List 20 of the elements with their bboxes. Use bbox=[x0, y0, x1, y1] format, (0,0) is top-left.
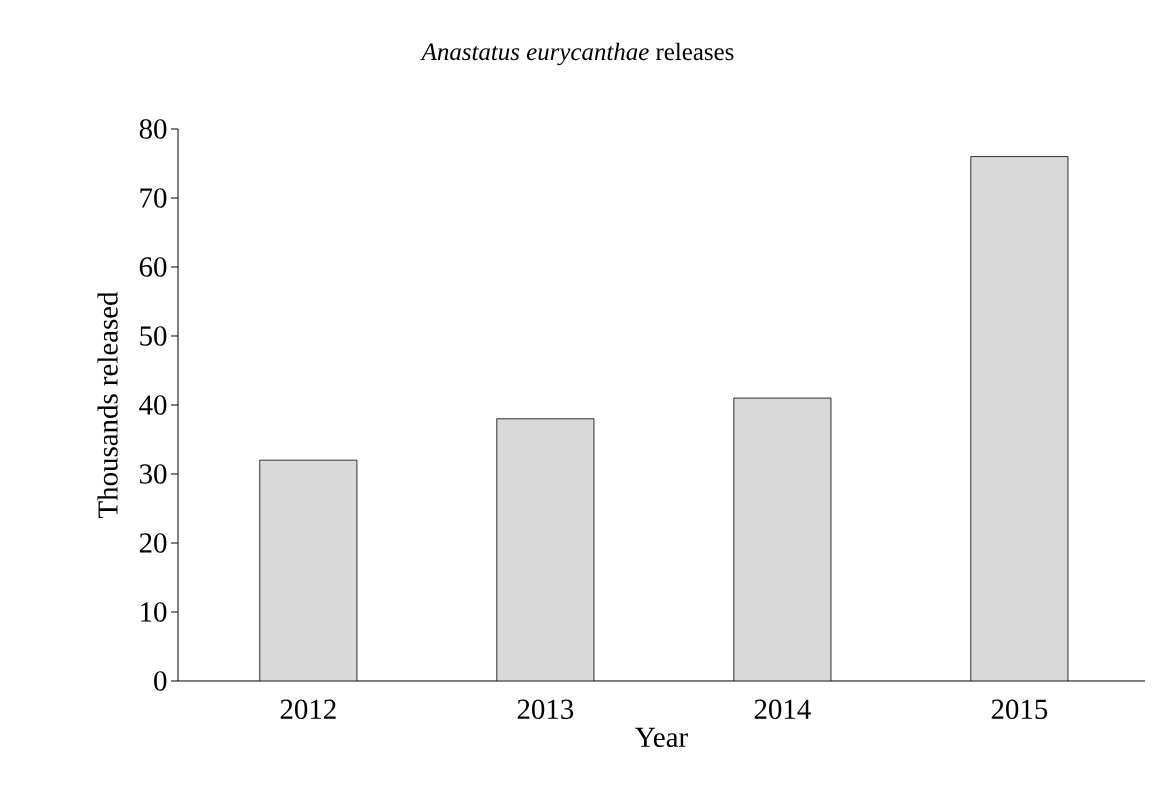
y-tick-label: 80 bbox=[139, 119, 167, 139]
bar bbox=[970, 156, 1069, 681]
y-axis-title: Thousands released bbox=[97, 291, 118, 518]
y-tick-label: 20 bbox=[139, 533, 167, 553]
y-tick-label: 0 bbox=[154, 671, 167, 691]
chart-title: Anastatus eurycanthae releases bbox=[420, 42, 734, 66]
x-tick-label: 2012 bbox=[280, 699, 336, 719]
bar bbox=[496, 418, 594, 681]
y-tick-label: 40 bbox=[139, 395, 167, 415]
bar bbox=[259, 460, 357, 681]
x-axis-title: Year bbox=[635, 727, 688, 748]
x-tick-label: 2015 bbox=[991, 699, 1048, 719]
y-tick-label: 30 bbox=[139, 464, 167, 484]
x-tick-label: 2013 bbox=[517, 699, 574, 719]
y-tick-label: 70 bbox=[140, 188, 167, 208]
bar bbox=[733, 398, 831, 681]
y-tick-label: 50 bbox=[140, 326, 167, 346]
y-tick-label: 10 bbox=[141, 602, 167, 622]
y-tick-label: 60 bbox=[139, 257, 167, 277]
x-tick-label: 2014 bbox=[754, 699, 811, 719]
